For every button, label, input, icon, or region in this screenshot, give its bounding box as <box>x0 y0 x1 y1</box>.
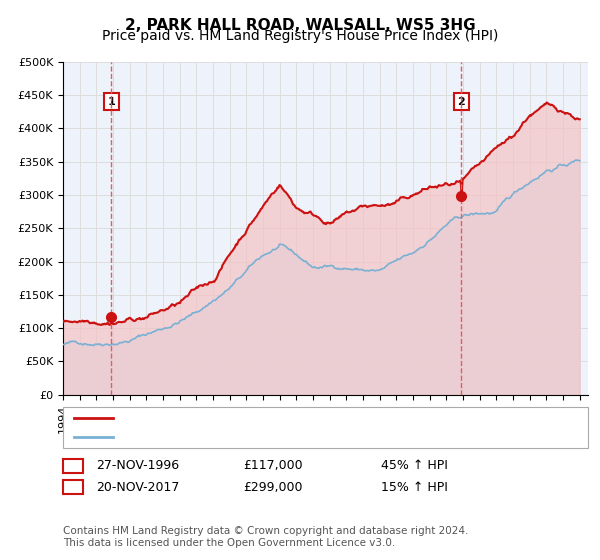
Text: 1: 1 <box>107 96 115 106</box>
Text: 20-NOV-2017: 20-NOV-2017 <box>96 480 179 494</box>
Text: £299,000: £299,000 <box>243 480 302 494</box>
Text: 2, PARK HALL ROAD, WALSALL, WS5 3HG: 2, PARK HALL ROAD, WALSALL, WS5 3HG <box>125 18 475 33</box>
Text: 15% ↑ HPI: 15% ↑ HPI <box>381 480 448 494</box>
Text: 2: 2 <box>457 96 465 106</box>
Text: Contains HM Land Registry data © Crown copyright and database right 2024.: Contains HM Land Registry data © Crown c… <box>63 526 469 536</box>
Text: HPI: Average price, detached house, Walsall: HPI: Average price, detached house, Wals… <box>119 431 379 444</box>
Text: Price paid vs. HM Land Registry's House Price Index (HPI): Price paid vs. HM Land Registry's House … <box>102 29 498 43</box>
Text: 45% ↑ HPI: 45% ↑ HPI <box>381 459 448 473</box>
Text: This data is licensed under the Open Government Licence v3.0.: This data is licensed under the Open Gov… <box>63 538 395 548</box>
Text: 2, PARK HALL ROAD, WALSALL, WS5 3HG (detached house): 2, PARK HALL ROAD, WALSALL, WS5 3HG (det… <box>119 412 467 424</box>
Text: 1: 1 <box>68 459 77 473</box>
Text: £117,000: £117,000 <box>243 459 302 473</box>
Text: 27-NOV-1996: 27-NOV-1996 <box>96 459 179 473</box>
Text: 2: 2 <box>68 480 77 494</box>
